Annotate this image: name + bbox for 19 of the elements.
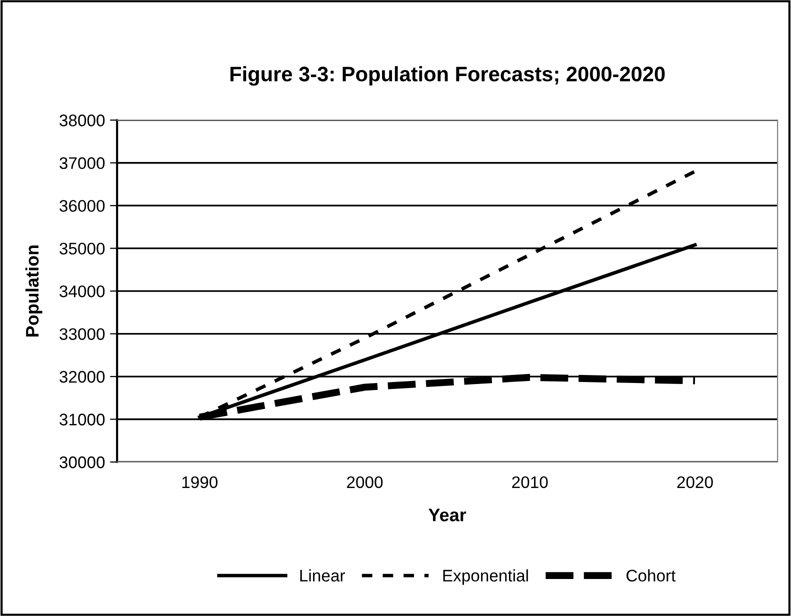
- x-tick-label: 1990: [182, 476, 218, 488]
- y-tick-label: 30000: [60, 456, 105, 468]
- x-axis-title: Year: [428, 508, 466, 522]
- y-axis-title: Population: [25, 246, 42, 336]
- x-tick-label: 2010: [512, 476, 548, 488]
- y-tick-label: 33000: [60, 328, 105, 340]
- y-tick-label: 38000: [60, 114, 105, 126]
- y-tick-label: 34000: [60, 285, 105, 298]
- y-tick-label: 31000: [60, 414, 105, 426]
- x-tick-label: 2020: [677, 476, 713, 488]
- legend-label: Exponential: [443, 569, 528, 585]
- x-tick-label: 2000: [347, 476, 383, 488]
- y-tick-label: 32000: [60, 370, 105, 383]
- legend-label: Linear: [300, 569, 345, 582]
- chart-title: Figure 3-3: Population Forecasts; 2000-2020: [230, 66, 665, 86]
- y-tick-label: 35000: [60, 242, 105, 255]
- y-tick-label: 36000: [60, 200, 105, 212]
- y-tick-label: 37000: [60, 157, 105, 170]
- legend-label: Cohort: [626, 569, 676, 582]
